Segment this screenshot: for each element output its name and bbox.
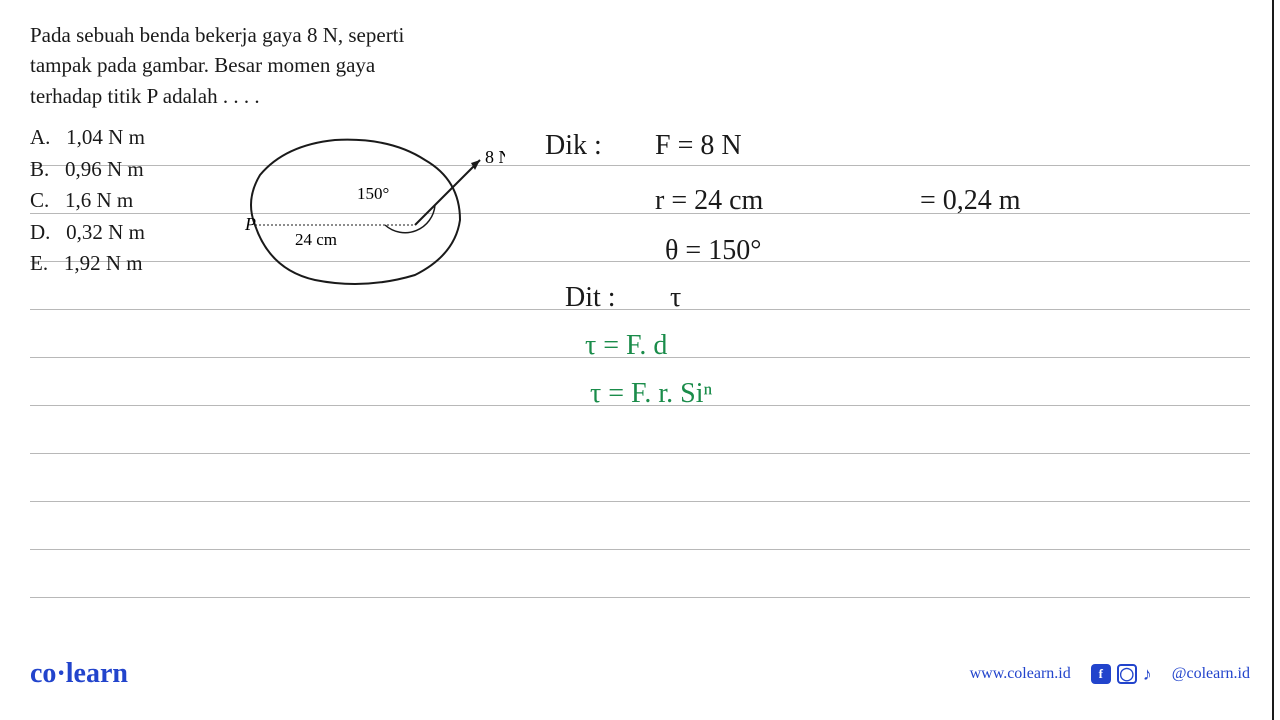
force-vector-line <box>415 160 480 225</box>
hw-radius-cm: r = 24 cm <box>655 185 763 217</box>
option-b: B. 0,96 N m <box>30 154 145 186</box>
hw-tau: τ <box>670 282 681 314</box>
footer-right: www.colearn.id f ◯ ♪ @colearn.id <box>970 664 1250 685</box>
point-p-label: P <box>244 214 256 234</box>
ruled-line <box>30 453 1250 454</box>
question-text: Pada sebuah benda bekerja gaya 8 N, sepe… <box>30 20 450 111</box>
hw-torque-frsin: τ = F. r. Siⁿ <box>590 378 712 410</box>
tiktok-icon: ♪ <box>1143 664 1152 685</box>
colearn-logo: co·learn <box>30 658 128 690</box>
force-label: 8 N <box>485 147 505 167</box>
angle-label: 150° <box>357 184 389 203</box>
hw-torque-fd: τ = F. d <box>585 330 667 362</box>
footer: co·learn www.colearn.id f ◯ ♪ @colearn.i… <box>30 658 1250 690</box>
ruled-line <box>30 501 1250 502</box>
hw-force-eq: F = 8 N <box>655 130 742 162</box>
distance-label: 24 cm <box>295 230 337 249</box>
page-right-border <box>1272 0 1274 720</box>
options-list: A. 1,04 N m B. 0,96 N m C. 1,6 N m D. 0,… <box>30 122 145 280</box>
instagram-icon: ◯ <box>1117 664 1137 684</box>
physics-diagram: P 24 cm 150° 8 N <box>225 125 505 305</box>
hw-radius-m: = 0,24 m <box>920 185 1021 217</box>
option-e: E. 1,92 N m <box>30 248 145 280</box>
website-url: www.colearn.id <box>970 665 1071 683</box>
question-line-2: tampak pada gambar. Besar momen gaya <box>30 53 375 77</box>
diagram-svg: P 24 cm 150° 8 N <box>225 125 505 305</box>
social-handle: @colearn.id <box>1172 665 1250 683</box>
ruled-line <box>30 261 1250 262</box>
logo-dot: · <box>56 658 65 689</box>
option-d: D. 0,32 N m <box>30 217 145 249</box>
ruled-line <box>30 165 1250 166</box>
angle-arc <box>385 205 435 233</box>
question-line-3: terhadap titik P adalah . . . . <box>30 84 260 108</box>
ruled-line <box>30 549 1250 550</box>
question-line-1: Pada sebuah benda bekerja gaya 8 N, sepe… <box>30 23 404 47</box>
ruled-line <box>30 597 1250 598</box>
option-a: A. 1,04 N m <box>30 122 145 154</box>
facebook-icon: f <box>1091 664 1111 684</box>
ruled-line <box>30 213 1250 214</box>
option-c: C. 1,6 N m <box>30 185 145 217</box>
hw-dit-label: Dit : <box>565 282 616 314</box>
social-icons: f ◯ ♪ <box>1091 664 1152 685</box>
hw-dik-label: Dik : <box>545 130 602 162</box>
hw-theta: θ = 150° <box>665 235 761 267</box>
ruled-line <box>30 309 1250 310</box>
content-area: Pada sebuah benda bekerja gaya 8 N, sepe… <box>30 20 1250 640</box>
